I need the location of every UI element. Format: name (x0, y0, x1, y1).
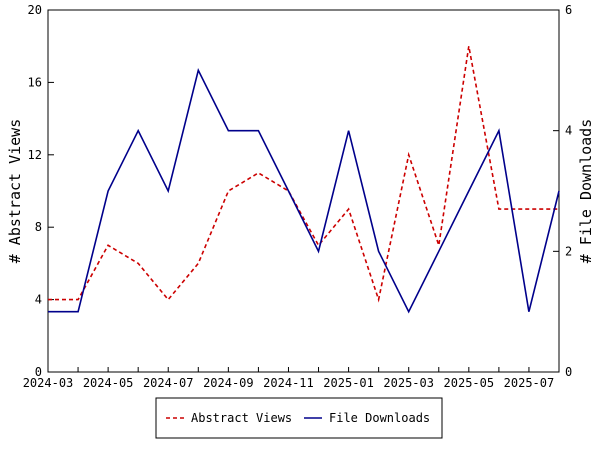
x-tick-label: 2024-11 (263, 376, 314, 390)
x-tick-label: 2024-07 (143, 376, 194, 390)
legend-label-file-downloads: File Downloads (329, 411, 430, 425)
x-tick-label: 2024-05 (83, 376, 134, 390)
legend-label-abstract-views: Abstract Views (191, 411, 292, 425)
y-axis-right-ticks: 0 2 4 6 (553, 3, 572, 379)
y2-tick-label: 6 (565, 3, 572, 17)
y-axis-right-label: # File Downloads (577, 119, 595, 264)
x-tick-label: 2025-07 (504, 376, 555, 390)
y2-tick-label: 4 (565, 124, 572, 138)
series-line-abstract-views (48, 46, 559, 303)
series-line-file-downloads (48, 68, 560, 314)
y-axis-left-label: # Abstract Views (6, 119, 24, 264)
y-tick-label: 16 (28, 75, 42, 89)
x-axis-ticks: 2024-03 2024-05 2024-07 2024-09 2024-11 2025-… (23, 367, 560, 390)
x-tick-label: 2024-03 (23, 376, 74, 390)
x-tick-label: 2024-09 (203, 376, 254, 390)
x-tick-label: 2025-03 (383, 376, 434, 390)
x-tick-label: 2025-01 (323, 376, 374, 390)
plot-area (47, 9, 560, 373)
y-tick-label: 20 (28, 3, 42, 17)
y-tick-label: 4 (35, 293, 42, 307)
y-axis-left-ticks: 0 4 8 12 16 20 (28, 3, 54, 379)
x-tick-label: 2025-05 (444, 376, 495, 390)
y2-tick-label: 2 (565, 244, 572, 258)
legend-box (155, 397, 443, 439)
series-layer (48, 46, 560, 314)
y2-tick-label: 0 (565, 365, 572, 379)
legend: Abstract Views File Downloads (155, 397, 443, 439)
y-tick-label: 12 (28, 148, 42, 162)
y-tick-label: 0 (35, 365, 42, 379)
y-tick-label: 8 (35, 220, 42, 234)
